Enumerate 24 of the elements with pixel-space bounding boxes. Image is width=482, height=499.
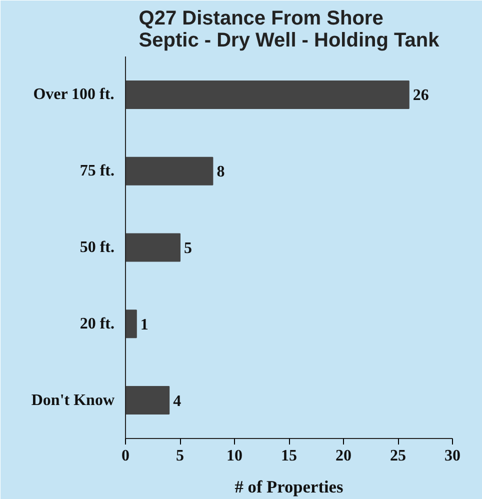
data-label: 8 — [216, 164, 225, 181]
y-tick-label: 50 ft. — [80, 239, 114, 256]
data-label: 4 — [173, 392, 182, 410]
bar — [126, 310, 137, 338]
x-tick-label: 30 — [444, 448, 460, 464]
x-tick-label: 20 — [336, 448, 352, 464]
y-tick-label: Don't Know — [31, 392, 115, 409]
y-tick-label: Over 100 ft. — [33, 86, 114, 104]
bar — [126, 156, 214, 186]
x-axis-title: # of Properties — [234, 478, 344, 496]
y-tick-label: 20 ft. — [80, 315, 114, 332]
data-label: 26 — [412, 87, 429, 104]
x-tick-label: 15 — [281, 448, 297, 464]
bar — [126, 233, 180, 262]
chart-title: Q27 Distance From Shore Septic - Dry Well - Holding Tank — [138, 8, 440, 52]
y-tick-label: 75 ft. — [80, 162, 114, 180]
x-tick-label: 25 — [390, 448, 406, 464]
x-tick-label: 5 — [176, 448, 184, 464]
x-tick-label: 0 — [122, 448, 130, 464]
bar — [126, 80, 410, 109]
data-label: 5 — [184, 240, 192, 257]
data-label: 1 — [140, 316, 148, 334]
x-tick-label: 10 — [226, 448, 242, 464]
bar — [126, 386, 170, 415]
